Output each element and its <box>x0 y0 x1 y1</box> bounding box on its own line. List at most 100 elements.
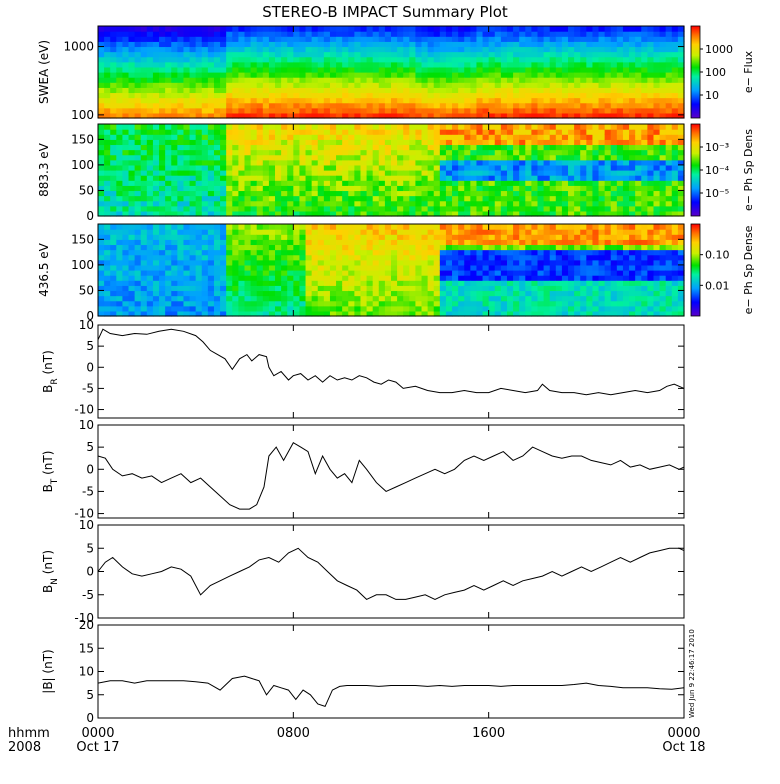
swea-cell <box>354 31 361 37</box>
pad436-cell <box>513 270 520 276</box>
pad883-ytick-label-0: 0 <box>86 209 94 223</box>
swea-cell <box>470 92 477 98</box>
swea-cell <box>489 31 496 37</box>
pad883-cell <box>568 185 575 191</box>
pad436-cell <box>141 280 148 286</box>
pad883-cell <box>318 139 325 145</box>
pad436-cell <box>373 301 380 307</box>
pad436-cell <box>507 250 514 256</box>
pad436-cell <box>165 234 172 240</box>
pad883-cell <box>385 160 392 166</box>
pad436-cell <box>220 250 227 256</box>
pad883-cell <box>208 170 215 176</box>
swea-cell <box>226 62 233 68</box>
swea-cell <box>647 36 654 42</box>
swea-cell <box>574 77 581 83</box>
pad883-cell <box>452 124 459 130</box>
pad436-cell <box>98 239 105 245</box>
swea-cell <box>263 31 270 37</box>
pad883-cell <box>116 150 123 156</box>
pad436-cell <box>171 244 178 250</box>
pad436-cell <box>336 301 343 307</box>
pad883-cell <box>275 155 282 161</box>
pad883-cell <box>415 129 422 135</box>
pad883-cell <box>183 206 190 212</box>
pad883-cell <box>220 165 227 171</box>
swea-cell <box>232 87 239 93</box>
pad436-cell <box>208 290 215 296</box>
pad883-cell <box>220 144 227 150</box>
pad883-cell <box>281 139 288 145</box>
swea-cell <box>165 87 172 93</box>
swea-cell <box>556 52 563 58</box>
pad883-cell <box>525 201 532 207</box>
pad436-cell <box>263 224 270 230</box>
pad436-cell <box>129 244 136 250</box>
pad436-cell <box>379 224 386 230</box>
pad883-cell <box>159 170 166 176</box>
pad883-cell <box>452 185 459 191</box>
swea-cell <box>586 108 593 114</box>
pad436-cell <box>568 250 575 256</box>
swea-cell <box>489 92 496 98</box>
pad883-cell <box>666 165 673 171</box>
pad883-cell <box>476 134 483 140</box>
swea-cell <box>367 67 374 73</box>
swea-cell <box>245 67 252 73</box>
swea-cell <box>190 46 197 52</box>
pad436-cell <box>428 306 435 312</box>
pad436-cell <box>428 255 435 261</box>
pad883-cell <box>196 201 203 207</box>
swea-cell <box>98 92 105 98</box>
swea-cell <box>519 108 526 114</box>
pad883-cell <box>238 170 245 176</box>
pad883-cell <box>336 150 343 156</box>
pad883-cell <box>196 206 203 212</box>
pad436-cell <box>129 260 136 266</box>
pad436-cell <box>190 250 197 256</box>
pad883-cell <box>98 129 105 135</box>
pad883-cell <box>666 180 673 186</box>
pad883-cell <box>385 139 392 145</box>
pad436-cell <box>165 265 172 271</box>
swea-cell <box>641 62 648 68</box>
pad436-cell <box>440 260 447 266</box>
pad436-cell <box>129 306 136 312</box>
pad883-cell <box>617 134 624 140</box>
pad436-cell <box>324 224 331 230</box>
pad883-cell <box>403 185 410 191</box>
swea-cell <box>623 103 630 109</box>
pad436-cell <box>299 250 306 256</box>
pad883-cell <box>519 144 526 150</box>
swea-cell <box>611 72 618 78</box>
swea-cell <box>385 46 392 52</box>
swea-cell <box>367 108 374 114</box>
pad436-cell <box>397 301 404 307</box>
pad436-cell <box>501 260 508 266</box>
pad436-cell <box>367 244 374 250</box>
pad883-cell <box>489 201 496 207</box>
swea-cell <box>623 26 630 32</box>
pad883-cell <box>263 180 270 186</box>
swea-cell <box>208 92 215 98</box>
swea-cell <box>196 87 203 93</box>
swea-cell <box>336 26 343 32</box>
pad883-cell <box>556 124 563 130</box>
swea-cell <box>580 92 587 98</box>
swea-cell <box>605 46 612 52</box>
pad436-cell <box>556 301 563 307</box>
swea-cell <box>177 52 184 58</box>
swea-cell <box>409 92 416 98</box>
pad436-cell <box>385 255 392 261</box>
swea-cell <box>531 31 538 37</box>
pad436-cell <box>245 306 252 312</box>
pad883-cell <box>287 165 294 171</box>
swea-cell <box>330 62 337 68</box>
pad436-cell <box>275 280 282 286</box>
swea-cell <box>550 82 557 88</box>
pad883-cell <box>232 180 239 186</box>
swea-cell <box>409 77 416 83</box>
pad436-cell <box>373 244 380 250</box>
swea-cell <box>226 31 233 37</box>
swea-cell <box>367 36 374 42</box>
